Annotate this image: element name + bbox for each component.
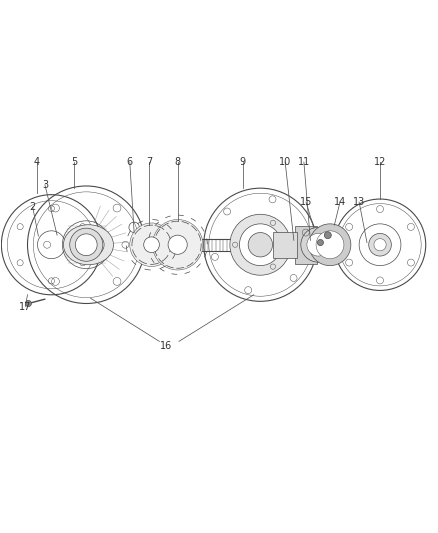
Text: 12: 12 xyxy=(374,157,386,167)
Circle shape xyxy=(301,228,336,262)
Text: 16: 16 xyxy=(160,341,172,351)
Circle shape xyxy=(248,232,272,257)
Polygon shape xyxy=(272,232,297,258)
Circle shape xyxy=(70,228,103,261)
Circle shape xyxy=(369,233,391,256)
Text: 4: 4 xyxy=(34,157,40,167)
Text: 15: 15 xyxy=(300,197,312,207)
Text: 2: 2 xyxy=(30,203,36,212)
Circle shape xyxy=(25,301,32,306)
Circle shape xyxy=(152,220,203,270)
Circle shape xyxy=(318,239,323,246)
Circle shape xyxy=(374,239,386,251)
Circle shape xyxy=(324,232,331,239)
Circle shape xyxy=(130,223,173,266)
Circle shape xyxy=(144,237,159,253)
Circle shape xyxy=(168,235,187,254)
Text: 11: 11 xyxy=(298,157,310,167)
Text: 6: 6 xyxy=(127,157,133,167)
Circle shape xyxy=(316,231,344,259)
Text: 13: 13 xyxy=(353,197,365,207)
Text: 3: 3 xyxy=(42,180,48,190)
Text: 7: 7 xyxy=(146,157,152,167)
Text: 14: 14 xyxy=(334,197,346,207)
Text: 5: 5 xyxy=(71,157,77,167)
Text: 17: 17 xyxy=(19,302,32,312)
Circle shape xyxy=(75,234,97,256)
Ellipse shape xyxy=(64,225,113,265)
Text: 10: 10 xyxy=(279,157,291,167)
Circle shape xyxy=(309,224,351,265)
Polygon shape xyxy=(295,225,317,264)
Text: 8: 8 xyxy=(175,157,181,167)
Circle shape xyxy=(240,224,281,265)
Ellipse shape xyxy=(73,232,104,257)
Circle shape xyxy=(230,214,291,275)
Circle shape xyxy=(307,233,329,256)
Text: 9: 9 xyxy=(240,157,246,167)
